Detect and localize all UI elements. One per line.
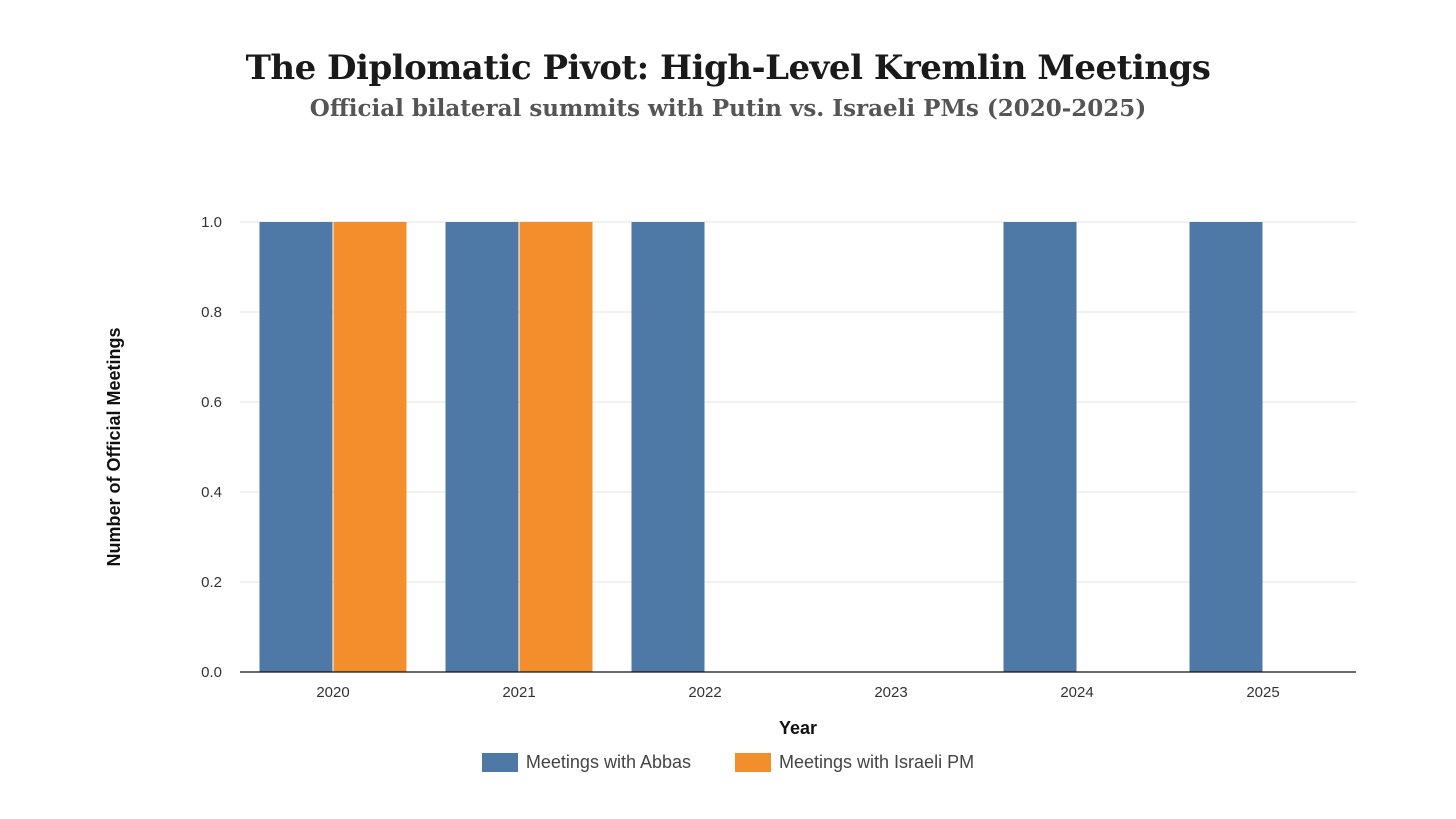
x-tick-label-2021: 2021: [502, 684, 535, 701]
bar-abbas-2024[interactable]: [1003, 222, 1077, 672]
y-axis-title: Number of Official Meetings: [104, 327, 124, 566]
bar-abbas-2022[interactable]: [631, 222, 705, 672]
bar-abbas-2020[interactable]: [259, 222, 333, 672]
x-tick-label-2024: 2024: [1060, 684, 1093, 701]
legend-swatch-israeli-pm: [735, 753, 771, 772]
axes: 0.0 0.2 0.4 0.6 0.8 1.0 2020 2021 2022 2023 2024 20…: [201, 214, 1356, 701]
legend-swatch-abbas: [481, 753, 518, 772]
x-tick-label-2025: 2025: [1246, 684, 1279, 701]
x-tick-label-2023: 2023: [874, 684, 907, 701]
x-axis-title: Year: [779, 718, 817, 738]
legend-label-abbas: Meetings with Abbas: [525, 752, 691, 772]
x-tick-label-2020: 2020: [316, 684, 349, 701]
bar-israeli-pm-2021[interactable]: [519, 222, 593, 672]
y-tick-label-4: 0.8: [201, 304, 222, 321]
legend-label-israeli-pm: Meetings with Israeli PM: [779, 752, 975, 772]
y-tick-label-5: 1.0: [201, 214, 222, 231]
y-tick-label-1: 0.2: [201, 574, 222, 591]
gridlines: [240, 221, 1356, 583]
bar-chart: 0.0 0.2 0.4 0.6 0.8 1.0 2020 2021 2022 2023 2024 20…: [104, 214, 1356, 738]
chart-title: The Diplomatic Pivot: High-Level Kremlin…: [245, 48, 1211, 88]
bar-abbas-2021[interactable]: [445, 222, 519, 672]
y-tick-label-2: 0.4: [201, 484, 222, 501]
legend-item-israeli-pm[interactable]: Meetings with Israeli PM: [735, 752, 974, 773]
bar-israeli-pm-2020[interactable]: [333, 222, 407, 672]
bar-abbas-2025[interactable]: [1189, 222, 1263, 672]
chart-subtitle: Official bilateral summits with Putin vs…: [309, 95, 1147, 122]
y-tick-label-3: 0.6: [201, 394, 222, 411]
legend-item-abbas[interactable]: Meetings with Abbas: [481, 752, 691, 773]
bars: [259, 222, 1263, 672]
y-tick-label-0: 0.0: [201, 664, 222, 681]
x-tick-label-2022: 2022: [688, 684, 721, 701]
legend: Meetings with Abbas Meetings with Israel…: [0, 752, 1456, 773]
